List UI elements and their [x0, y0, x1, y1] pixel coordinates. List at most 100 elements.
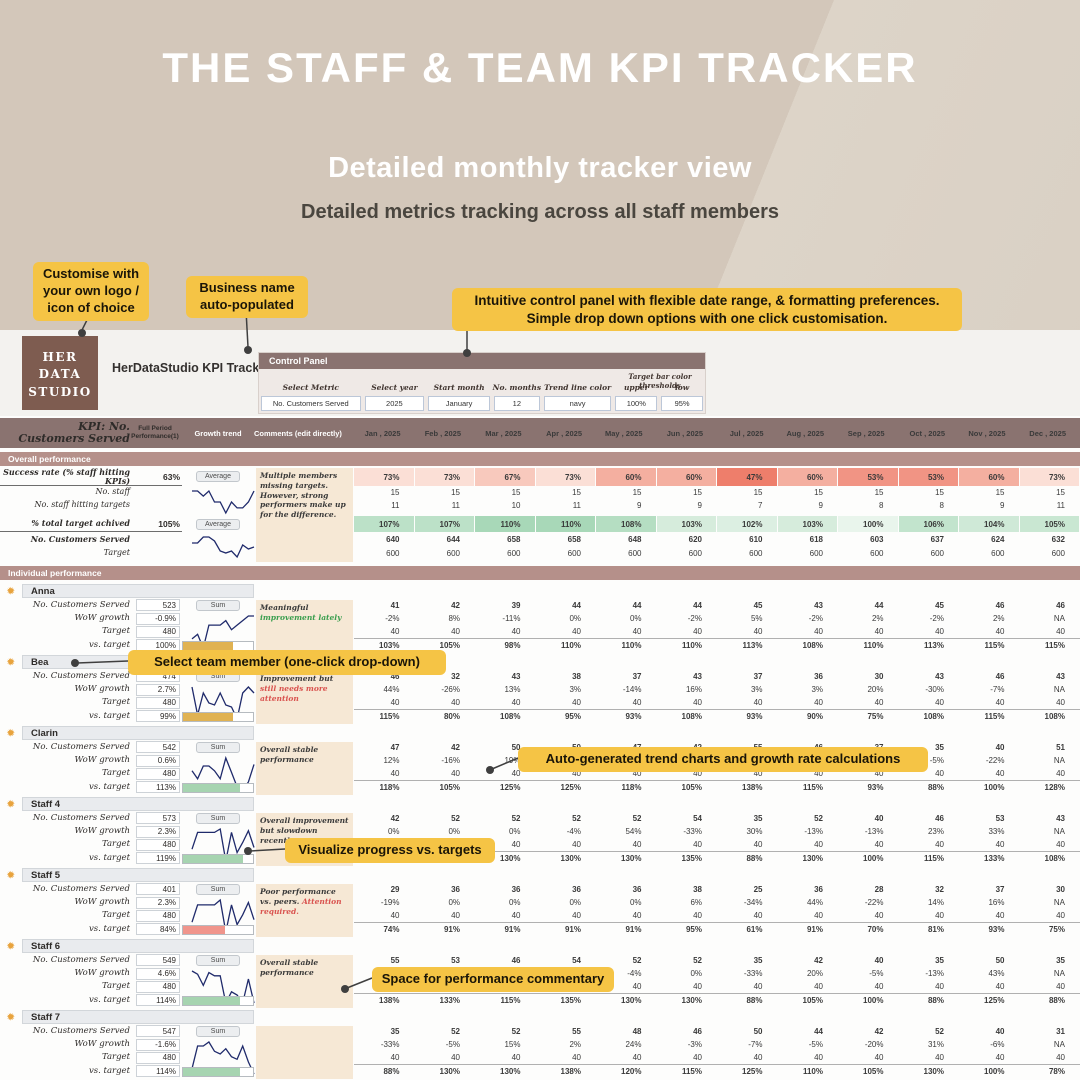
staff-summary-cell[interactable]: 523	[130, 598, 182, 612]
month-cell: 15	[390, 488, 400, 497]
aggregation-badge[interactable]: Sum	[196, 600, 240, 611]
month-cell: 40	[935, 982, 944, 991]
month-cell: 46	[693, 1026, 702, 1036]
staff-summary-cell[interactable]: 119%	[130, 851, 182, 865]
staff-summary-cell[interactable]: 114%	[130, 993, 182, 1007]
month-cell: 108%	[500, 712, 521, 721]
overall-row: Target 600 600 600 600 600 600 600 600 600 600 600…	[0, 546, 1080, 560]
staff-summary-cell[interactable]: 0.6%	[130, 754, 182, 767]
staff-summary-cell[interactable]: -1.6%	[130, 1038, 182, 1051]
staff-block: ✹ Staff 7 No. Customers Served 547 35 52 5…	[0, 1010, 1080, 1079]
month-cell: 110%	[681, 641, 702, 650]
staff-name-dropdown[interactable]: ✹ Anna	[7, 584, 254, 598]
row-label: Target	[101, 839, 130, 850]
staff-summary-cell[interactable]: 113%	[130, 780, 182, 794]
start-month-select[interactable]: January	[428, 396, 490, 411]
month-cell: 46	[1056, 600, 1065, 610]
aggregation-badge[interactable]: Sum	[196, 742, 240, 753]
staff-summary-cell[interactable]: 480	[130, 838, 182, 851]
month-cell: 15	[632, 488, 642, 497]
month-cell: 113%	[923, 641, 944, 650]
sun-icon: ✹	[7, 870, 15, 880]
month-cell: -3%	[687, 1040, 702, 1049]
overall-comment[interactable]: Multiple members missing targets. Howeve…	[256, 468, 353, 562]
staff-comment[interactable]: Meaningful improvement lately	[256, 600, 353, 653]
month-cell: 600	[749, 548, 763, 558]
month-cell: 40	[995, 911, 1005, 920]
month-cell: 53	[995, 813, 1005, 823]
staff-summary-cell[interactable]: 480	[130, 909, 182, 922]
staff-summary-cell[interactable]: 2.3%	[130, 896, 182, 909]
month-cell: 40	[995, 982, 1005, 991]
row-label: Target	[101, 981, 130, 992]
month-cell: 88%	[927, 996, 944, 1005]
staff-summary-cell[interactable]: 480	[130, 625, 182, 638]
staff-summary-cell[interactable]: -0.9%	[130, 612, 182, 625]
month-cell: -5%	[445, 1040, 460, 1049]
month-cell: -5%	[929, 756, 944, 765]
month-cell: -2%	[929, 614, 944, 623]
aggregation-badge[interactable]: Sum	[196, 813, 240, 824]
month-cell: 48	[632, 1026, 642, 1036]
staff-comment[interactable]	[256, 1026, 353, 1079]
staff-name-dropdown[interactable]: ✹ Staff 4	[7, 797, 254, 811]
month-cell: 73%	[354, 468, 414, 486]
month-cell: 3%	[750, 685, 763, 694]
aggregation-badge[interactable]: Average	[196, 519, 240, 530]
staff-summary-cell[interactable]: 99%	[130, 709, 182, 723]
row-label: No. Customers Served	[30, 533, 130, 544]
staff-name: Bea	[31, 656, 49, 668]
month-cell: 8	[939, 501, 944, 510]
staff-summary-cell[interactable]: 401	[130, 882, 182, 896]
staff-name-dropdown[interactable]: ✹ Staff 5	[7, 868, 254, 882]
staff-summary-cell[interactable]: 549	[130, 953, 182, 967]
month-cell: 40	[451, 1053, 460, 1062]
year-select[interactable]: 2025	[364, 396, 425, 411]
aggregation-badge[interactable]: Sum	[196, 955, 240, 966]
staff-summary-cell[interactable]: 84%	[130, 922, 182, 936]
staff-summary-cell[interactable]: 542	[130, 740, 182, 754]
period-performance-value	[130, 499, 182, 512]
staff-summary-cell[interactable]: 4.6%	[130, 967, 182, 980]
aggregation-badge[interactable]: Sum	[196, 884, 240, 895]
month-cell: 55	[572, 1026, 581, 1036]
staff-comment[interactable]: Overall stable performance	[256, 955, 353, 1008]
period-performance-value: 105%	[130, 516, 182, 532]
upper-threshold-input[interactable]: 100%	[615, 396, 658, 411]
aggregation-badge[interactable]: Average	[196, 471, 240, 482]
staff-name-dropdown[interactable]: ✹ Staff 6	[7, 939, 254, 953]
month-cell: 40	[1056, 769, 1065, 778]
month-cell: 0%	[508, 898, 521, 907]
month-cell: 32	[935, 884, 944, 894]
month-header: May , 2025	[604, 428, 643, 438]
staff-summary-cell[interactable]: 480	[130, 696, 182, 709]
month-cell: 43%	[988, 969, 1005, 978]
month-cell: 40	[511, 1053, 521, 1062]
staff-summary-cell[interactable]: 573	[130, 811, 182, 825]
month-cell: 52	[572, 813, 581, 823]
staff-comment[interactable]: Overall stable performance	[256, 742, 353, 795]
low-threshold-input[interactable]: 95%	[661, 396, 703, 411]
staff-summary-cell[interactable]: 114%	[130, 1064, 182, 1078]
staff-summary-cell[interactable]: 480	[130, 1051, 182, 1064]
staff-summary-cell[interactable]: 547	[130, 1024, 182, 1038]
metric-select[interactable]: No. Customers Served	[261, 396, 361, 411]
row-label: vs. target	[88, 923, 130, 934]
staff-summary-cell[interactable]: 480	[130, 767, 182, 780]
staff-data-row: Target 480 40 40 40 40 40 40 40 40 40 40 40 40	[0, 909, 1080, 922]
staff-comment[interactable]: Improvement but still needs more attenti…	[256, 671, 353, 724]
staff-summary-cell[interactable]: 480	[130, 980, 182, 993]
staff-name-dropdown[interactable]: ✹ Clarin	[7, 726, 254, 740]
month-cell: 45	[935, 600, 944, 610]
staff-summary-cell[interactable]: 2.3%	[130, 825, 182, 838]
months-select[interactable]: 12	[493, 396, 540, 411]
staff-comment[interactable]: Poor performance vs. peers. Attention re…	[256, 884, 353, 937]
staff-name-dropdown[interactable]: ✹ Staff 7	[7, 1010, 254, 1024]
month-cell: 32	[451, 671, 460, 681]
aggregation-badge[interactable]: Sum	[196, 1026, 240, 1037]
overall-row: Success rate (% staff hitting KPIs) 63% …	[0, 468, 1080, 486]
row-label: vs. target	[88, 1065, 130, 1076]
month-cell: 30%	[746, 827, 763, 836]
staff-summary-cell[interactable]: 2.7%	[130, 683, 182, 696]
trend-color-select[interactable]: navy	[543, 396, 612, 411]
